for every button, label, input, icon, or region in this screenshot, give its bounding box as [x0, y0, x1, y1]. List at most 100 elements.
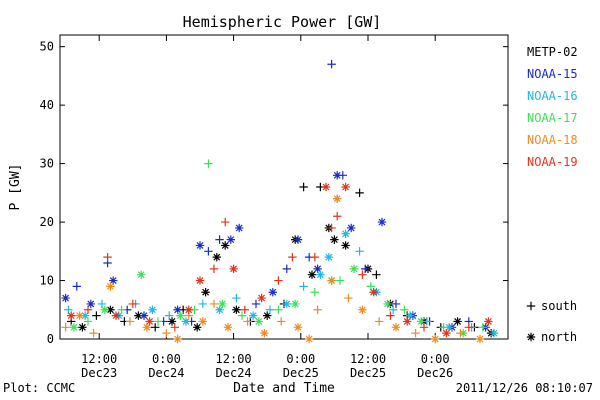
data-point: [204, 247, 213, 256]
north-marker: [106, 282, 115, 291]
data-point: [313, 264, 322, 274]
north-marker: [229, 264, 238, 274]
north-marker: [358, 305, 367, 314]
x-tick-time-label: 0:00: [152, 352, 181, 366]
south-marker: [243, 317, 252, 326]
data-point: [100, 305, 109, 314]
north-marker: [268, 288, 277, 297]
data-point: [92, 311, 101, 320]
data-point: [165, 311, 174, 320]
data-point: [209, 299, 219, 309]
data-point: [125, 317, 135, 326]
data-point: [321, 182, 331, 192]
south-marker: [61, 323, 70, 332]
data-point: [372, 270, 381, 279]
north-marker: [249, 311, 258, 320]
north-marker: [333, 171, 342, 180]
data-point: [260, 328, 269, 338]
data-point: [61, 323, 70, 332]
data-point: [173, 305, 182, 314]
data-point: [265, 305, 275, 314]
data-point: [344, 293, 353, 303]
south-marker: [170, 323, 179, 332]
chart-title: Hemispheric Power [GW]: [183, 13, 382, 31]
y-tick-label: 0: [47, 332, 54, 346]
data-point: [134, 311, 143, 320]
x-tick-time-label: 12:00: [216, 352, 252, 366]
data-point: [282, 299, 291, 309]
north-marker: [100, 305, 109, 314]
data-point: [139, 311, 149, 320]
north-marker: [201, 288, 210, 297]
data-point: [405, 311, 415, 320]
data-point: [431, 334, 440, 344]
data-point: [478, 323, 487, 332]
data-point: [251, 299, 261, 309]
north-marker: [226, 235, 235, 244]
data-point: [89, 328, 98, 338]
south-marker: [372, 270, 381, 279]
data-point: [148, 305, 157, 314]
north-marker: [403, 317, 412, 326]
south-marker: [151, 323, 160, 332]
north-marker: [341, 229, 350, 238]
data-point: [142, 323, 151, 332]
south-marker: [355, 188, 364, 198]
data-point: [358, 270, 367, 279]
north-marker: [347, 223, 356, 233]
data-point: [61, 293, 70, 303]
x-tick-time-label: 12:00: [350, 352, 386, 366]
south-marker: [335, 276, 345, 285]
north-marker: [173, 334, 182, 344]
data-point: [111, 311, 121, 320]
data-point: [263, 311, 272, 320]
data-point: [383, 299, 392, 309]
south-marker: [128, 299, 137, 309]
north-marker: [195, 276, 205, 285]
data-point: [240, 305, 249, 314]
south-marker: [274, 305, 283, 314]
north-marker: [139, 311, 149, 320]
south-marker: [165, 311, 174, 320]
north-marker: [232, 305, 241, 314]
data-point: [195, 276, 205, 285]
data-point: [75, 311, 84, 320]
south-marker: [125, 317, 135, 326]
data-point: [389, 305, 398, 314]
data-point: [78, 323, 87, 332]
south-marker: [338, 171, 347, 180]
data-point: [369, 288, 378, 297]
data-point: [198, 299, 207, 309]
north-marker: [282, 299, 291, 309]
data-point: [257, 293, 266, 303]
south-marker: [333, 212, 342, 221]
x-tick-time-label: 12:00: [81, 352, 117, 366]
south-marker: [344, 293, 353, 303]
series-noaa-16: [64, 194, 499, 338]
data-point: [151, 323, 160, 332]
north-marker: [313, 264, 322, 274]
data-point: [254, 317, 263, 326]
data-point: [358, 305, 367, 314]
data-point: [67, 311, 76, 320]
data-point: [377, 217, 387, 227]
south-marker: [72, 282, 81, 291]
legend-entry: NOAA-17: [527, 111, 578, 125]
data-point: [221, 217, 230, 227]
marker-legend-label: south: [541, 299, 577, 313]
data-point: [391, 323, 401, 332]
south-marker: [299, 282, 308, 291]
x-axis-label: Date and Time: [233, 381, 335, 396]
x-tick-date-label: Dec26: [417, 366, 453, 380]
data-point: [333, 212, 342, 221]
south-marker: [265, 305, 275, 314]
legend-entry: NOAA-16: [527, 89, 578, 103]
south-marker: [411, 328, 420, 338]
north-marker: [221, 241, 230, 250]
data-point: [355, 188, 364, 198]
south-marker: [209, 264, 219, 274]
south-marker: [310, 252, 319, 262]
data-point: [310, 288, 319, 297]
footer-credit: Plot: CCMC: [3, 381, 75, 395]
